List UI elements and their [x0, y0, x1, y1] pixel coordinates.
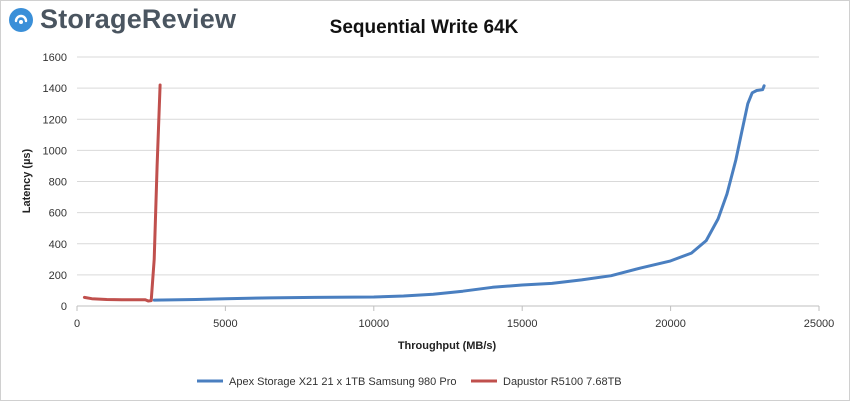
axes: 0 200 400 600 800 1000 1200 1400 1600 0 5000 10000 1… — [43, 52, 835, 330]
y-tick-label: 1600 — [43, 52, 67, 64]
series-line-1 — [82, 83, 162, 303]
y-tick-label: 400 — [49, 239, 67, 251]
storagereview-logo-icon — [9, 7, 33, 32]
x-tick-label: 25000 — [804, 318, 835, 330]
x-tick-label: 20000 — [655, 318, 686, 330]
x-tick-label: 10000 — [359, 318, 390, 330]
brand-logo: StorageReview — [8, 4, 236, 35]
y-tick-label: 800 — [49, 177, 67, 189]
chart-title: Sequential Write 64K — [330, 17, 519, 38]
x-tick-label: 0 — [74, 318, 80, 330]
y-tick-label: 1000 — [43, 145, 67, 157]
x-tick-label: 5000 — [213, 318, 237, 330]
legend: Apex Storage X21 21 x 1TB Samsung 980 Pr… — [197, 376, 622, 388]
x-axis-title: Throughput (MB/s) — [398, 340, 497, 352]
y-tick-label: 600 — [49, 208, 67, 220]
y-tick-label: 0 — [61, 301, 67, 313]
y-axis-title: Latency (µs) — [21, 148, 33, 213]
series-layer — [82, 83, 766, 303]
brand-name: StorageReview — [40, 4, 237, 34]
y-tick-label: 1200 — [43, 114, 67, 126]
y-tick-label: 1400 — [43, 83, 67, 95]
legend-label: Dapustor R5100 7.68TB — [503, 376, 622, 388]
grid — [77, 56, 819, 276]
x-tick-label: 15000 — [507, 318, 538, 330]
legend-label: Apex Storage X21 21 x 1TB Samsung 980 Pr… — [229, 376, 456, 388]
series-line-0 — [152, 84, 766, 302]
y-tick-label: 200 — [49, 270, 67, 282]
